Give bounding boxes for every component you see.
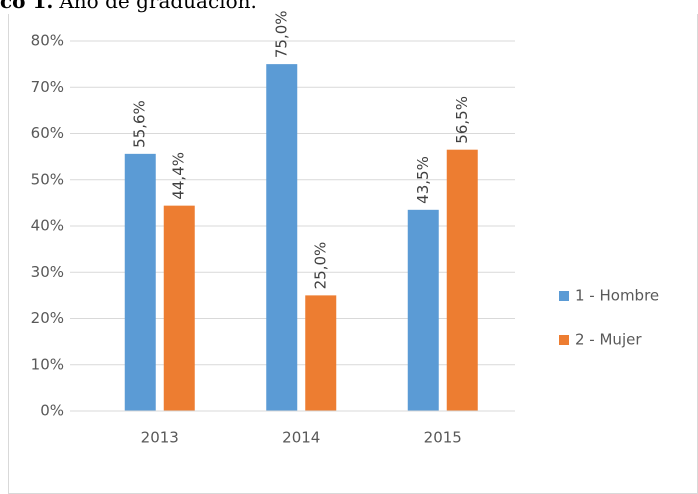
x-tick-label: 2015	[424, 429, 462, 447]
legend-swatch	[559, 291, 569, 301]
y-tick-label: 10%	[31, 355, 64, 373]
y-tick-label: 20%	[31, 309, 64, 327]
value-label: 56,5%	[453, 96, 471, 144]
bar	[124, 153, 156, 411]
y-tick-label: 80%	[31, 32, 64, 50]
legend-label: 2 - Mujer	[575, 331, 642, 349]
y-tick-label: 60%	[31, 124, 64, 142]
bar	[305, 295, 337, 411]
y-tick-label: 30%	[31, 263, 64, 281]
value-label: 43,5%	[414, 156, 432, 204]
bar	[407, 209, 439, 411]
chart-frame	[8, 12, 698, 494]
title-label: co 1.	[0, 0, 53, 13]
legend-swatch	[559, 335, 569, 345]
value-label: 44,4%	[170, 152, 188, 200]
x-tick-label: 2014	[282, 429, 320, 447]
x-tick-label: 2013	[141, 429, 179, 447]
legend-label: 1 - Hombre	[575, 287, 659, 305]
bar	[266, 64, 298, 411]
value-label: 75,0%	[272, 10, 290, 58]
bar	[163, 205, 195, 411]
title-band	[0, 0, 698, 14]
title-text: Año de graduación.	[58, 0, 257, 13]
y-tick-label: 50%	[31, 170, 64, 188]
y-tick-label: 70%	[31, 78, 64, 96]
value-label: 55,6%	[131, 100, 149, 148]
chart-title: co 1. Año de graduación.	[0, 0, 257, 13]
value-label: 25,0%	[311, 242, 329, 290]
y-tick-label: 0%	[40, 402, 64, 420]
y-tick-label: 40%	[31, 217, 64, 235]
bar	[446, 149, 478, 411]
